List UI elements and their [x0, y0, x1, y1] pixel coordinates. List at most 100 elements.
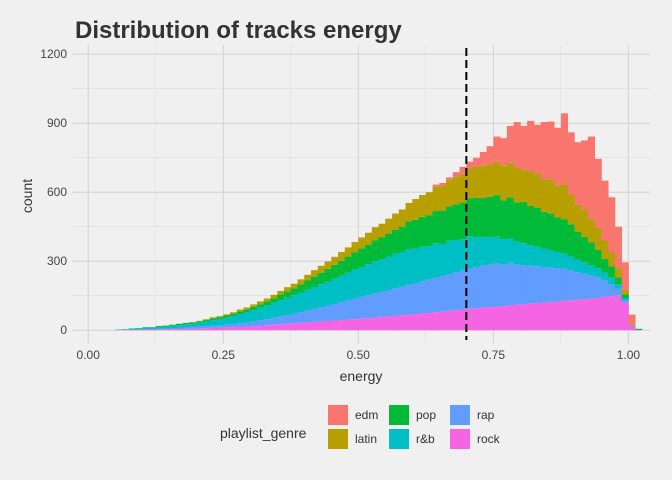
bar-segment-rap: [594, 277, 602, 298]
bar-segment-rb: [425, 246, 433, 280]
bar-segment-pop: [493, 195, 501, 237]
bar-segment-rap: [209, 325, 217, 328]
bar-segment-rap: [567, 270, 575, 301]
bar-segment-rock: [574, 299, 582, 331]
bar-segment-rap: [601, 280, 609, 297]
bar-segment-latin: [439, 185, 447, 211]
bar-segment-latin: [351, 242, 359, 253]
bar-segment-rb: [459, 239, 467, 271]
bar-segment-rap: [378, 291, 386, 317]
x-axis-title: energy: [340, 368, 383, 384]
legend-key-rock: [450, 429, 470, 449]
bar-segment-pop: [466, 198, 474, 237]
bar-segment-rb: [182, 324, 190, 328]
bar-segment-rock: [398, 315, 406, 331]
bar-segment-rock: [304, 322, 312, 331]
bar-segment-rb: [432, 243, 440, 278]
bar-segment-pop: [486, 196, 494, 238]
bar-segment-rb: [230, 315, 238, 324]
bar-segment-rap: [311, 308, 319, 322]
bar-segment-latin: [466, 168, 474, 199]
bar-segment-rap: [317, 307, 325, 322]
bar-segment-rap: [392, 288, 400, 316]
bar-segment-pop: [513, 202, 521, 242]
bar-segment-rock: [500, 306, 508, 331]
bar-segment-rb: [513, 241, 521, 265]
bar-segment-edm: [500, 138, 508, 166]
bar-segment-rock: [290, 323, 298, 331]
bar-segment-rb: [392, 253, 400, 289]
bar-segment-rock: [317, 321, 325, 331]
bar-segment-pop: [223, 315, 231, 318]
bar-segment-rock: [493, 306, 501, 331]
bar-segment-latin: [452, 176, 460, 205]
bar-segment-rock: [365, 318, 373, 331]
bar-segment-rap: [493, 263, 501, 307]
bar-segment-rap: [371, 293, 379, 318]
bar-segment-pop: [432, 211, 440, 244]
bar-segment-rb: [581, 262, 589, 274]
bar-segment-pop: [601, 258, 609, 273]
bar-segment-rock: [230, 327, 238, 331]
bar-segment-rap: [608, 284, 616, 297]
bar-segment-edm: [540, 122, 548, 180]
bar-segment-rb: [196, 322, 204, 327]
bar-segment-rap: [169, 328, 177, 330]
bar-segment-rap: [338, 302, 346, 321]
bar-segment-rb: [236, 314, 244, 324]
bar-segment-rock: [608, 296, 616, 331]
bar-segment-rap: [439, 276, 447, 312]
bar-segment-latin: [378, 223, 386, 238]
bar-segment-rap: [513, 264, 521, 305]
bar-segment-latin: [419, 194, 427, 217]
bar-segment-latin: [338, 252, 346, 261]
bar-segment-pop: [547, 213, 555, 251]
bar-segment-latin: [432, 186, 440, 212]
bar-segment-rap: [162, 328, 170, 330]
bar-segment-latin: [358, 237, 366, 249]
bar-segment-rb: [317, 284, 325, 308]
bar-segment-edm: [601, 180, 609, 241]
bar-segment-rb: [398, 252, 406, 287]
bar-segment-pop: [196, 321, 204, 323]
bar-segment-rb: [486, 237, 494, 265]
bar-segment-rock: [594, 298, 602, 331]
bar-segment-pop: [560, 219, 569, 254]
bar-segment-rb: [344, 272, 352, 301]
bar-segment-latin: [520, 169, 528, 202]
bar-segment-pop: [533, 207, 542, 247]
bar-segment-edm: [506, 125, 515, 163]
bar-segment-rb: [587, 265, 596, 276]
bar-segment-rb: [452, 240, 460, 273]
bar-segment-pop: [479, 197, 487, 238]
chart-title: Distribution of tracks energy: [75, 17, 402, 44]
bar-segment-pop: [202, 319, 211, 322]
bar-segment-rock: [405, 314, 413, 331]
bar-segment-latin: [614, 268, 623, 278]
bar-segment-edm: [560, 113, 569, 185]
bar-segment-latin: [473, 166, 481, 198]
bar-segment-rap: [297, 312, 305, 323]
bar-segment-rb: [466, 236, 474, 269]
bar-segment-latin: [297, 279, 305, 285]
bar-segment-rap: [560, 268, 569, 301]
bar-segment-pop: [243, 309, 251, 313]
bar-segment-pop: [311, 276, 319, 287]
bar-segment-pop: [182, 322, 190, 325]
bar-segment-pop: [284, 291, 292, 298]
bar-segment-pop: [331, 264, 339, 279]
bar-segment-rock: [479, 307, 487, 331]
bar-segment-rb: [250, 309, 258, 322]
x-tick-label: 0.75: [482, 348, 506, 362]
y-tick-label: 900: [47, 116, 67, 130]
bar-segment-latin: [587, 219, 596, 243]
bar-segment-rap: [331, 303, 339, 321]
bar-segment-edm: [554, 127, 562, 186]
bar-segment-latin: [594, 227, 602, 250]
bar-segment-edm: [594, 158, 602, 228]
bar-segment-rb: [135, 328, 143, 330]
bar-segment-rap: [284, 315, 292, 324]
legend-key-edm: [328, 405, 348, 425]
bar-segment-rock: [169, 329, 177, 331]
